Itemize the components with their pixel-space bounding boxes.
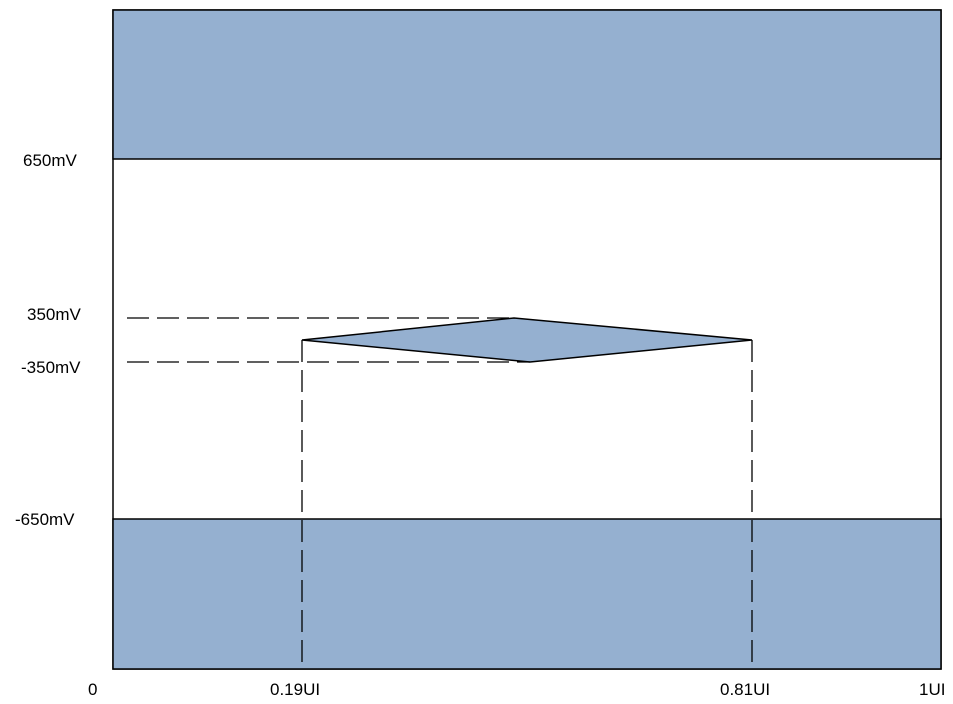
upper-mask-region: [112, 9, 942, 160]
label-0-19ui: 0.19UI: [270, 680, 320, 699]
label-0-81ui: 0.81UI: [720, 680, 770, 699]
label-650mv: 650mV: [23, 151, 78, 170]
lower-mask-region: [112, 518, 942, 670]
label-neg-650mv: -650mV: [15, 510, 75, 529]
label-neg-350mv: -350mV: [21, 358, 81, 377]
label-0: 0: [88, 680, 97, 699]
label-1ui: 1UI: [919, 680, 945, 699]
label-350mv: 350mV: [27, 305, 82, 324]
